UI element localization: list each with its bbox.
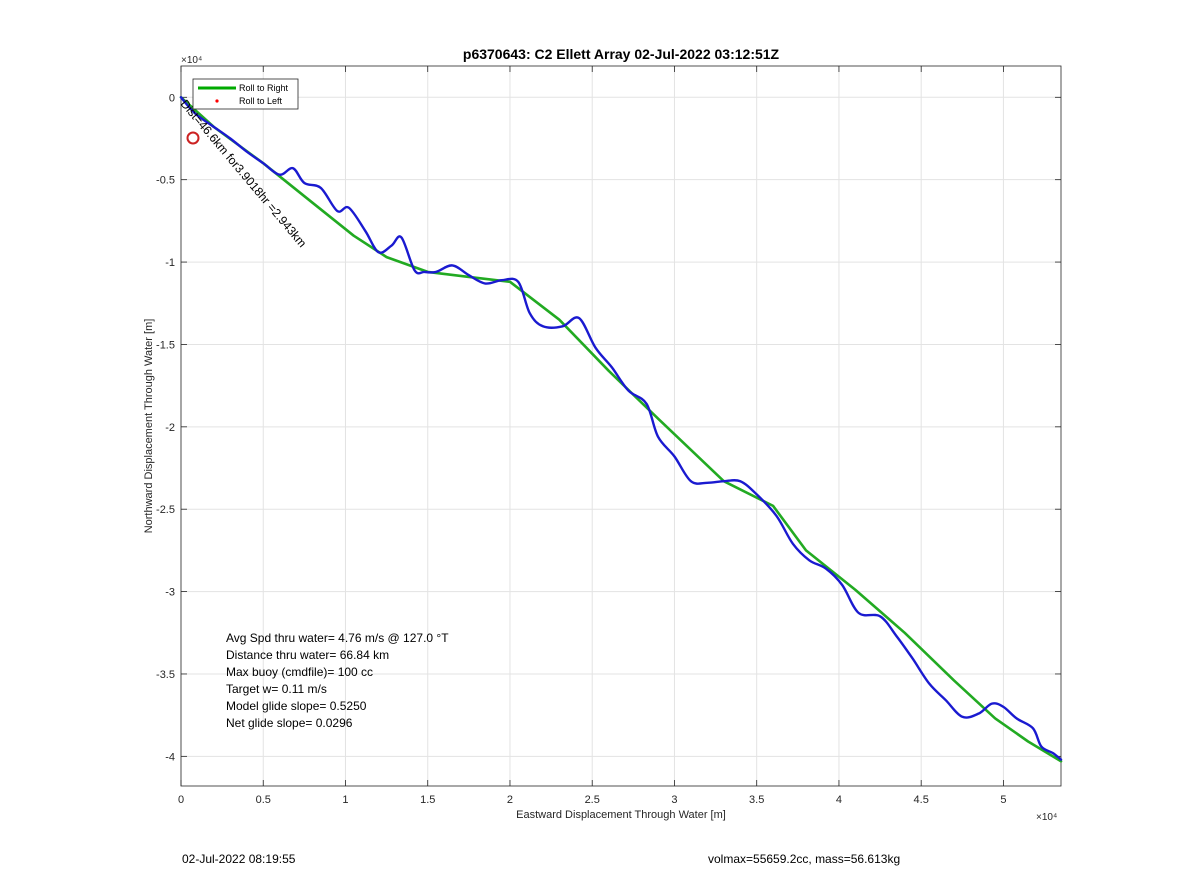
x-axis: 0 0.5 1 1.5 2 2.5 3 3.5 4 4.5 5 — [178, 66, 1006, 806]
plot-area-border — [180, 65, 1062, 787]
x-exponent-label: ×10⁴ — [1036, 812, 1057, 823]
legend-swatch-roll-left — [215, 99, 219, 103]
y-tick-label: -1 — [165, 257, 175, 269]
start-circle — [186, 131, 200, 145]
x-tick-label: 2.5 — [585, 794, 600, 806]
y-exponent-label: ×10⁴ — [181, 55, 202, 66]
chart-title: p6370643: C2 Ellett Array 02-Jul-2022 03… — [463, 46, 780, 62]
x-tick-label: 1 — [342, 794, 348, 806]
start-annotation: Dist=46.6km for3.9018hr =2.943km — [178, 97, 310, 250]
legend-label-roll-right: Roll to Right — [239, 83, 289, 93]
legend-label-roll-left: Roll to Left — [239, 96, 283, 106]
x-tick-label: 4.5 — [914, 794, 929, 806]
y-tick-label: -3 — [165, 587, 175, 599]
y-tick-label: 0 — [169, 92, 175, 104]
grid-lines — [180, 66, 1061, 786]
x-tick-label: 3 — [671, 794, 677, 806]
legend: Roll to Right Roll to Left — [192, 78, 299, 110]
x-tick-label: 0 — [178, 794, 184, 806]
stat-model-glide: Model glide slope= 0.5250 — [226, 699, 367, 713]
y-tick-label: -0.5 — [156, 175, 175, 187]
x-axis-label: Eastward Displacement Through Water [m] — [516, 809, 726, 821]
stat-avg-speed: Avg Spd thru water= 4.76 m/s @ 127.0 °T — [226, 631, 449, 645]
series-layer — [179, 96, 1063, 763]
stat-distance: Distance thru water= 66.84 km — [226, 648, 389, 662]
y-tick-label: -2.5 — [156, 504, 175, 516]
footer-timestamp: 02-Jul-2022 08:19:55 — [182, 852, 296, 866]
y-tick-label: -3.5 — [156, 669, 175, 681]
x-tick-label: 2 — [507, 794, 513, 806]
stat-net-glide: Net glide slope= 0.0296 — [226, 716, 353, 730]
x-tick-label: 1.5 — [420, 794, 435, 806]
x-tick-label: 5 — [1000, 794, 1006, 806]
stat-max-buoy: Max buoy (cmdfile)= 100 cc — [226, 665, 373, 679]
stat-target-w: Target w= 0.11 m/s — [226, 682, 327, 696]
stats-box: Avg Spd thru water= 4.76 m/s @ 127.0 °T … — [226, 631, 449, 730]
series-line-track — [179, 96, 1063, 761]
y-tick-label: -2 — [165, 422, 175, 434]
y-axis-label: Northward Displacement Through Water [m] — [143, 319, 155, 534]
y-tick-label: -1.5 — [156, 339, 175, 351]
x-tick-label: 3.5 — [749, 794, 764, 806]
legend-box — [192, 78, 299, 110]
x-tick-label: 0.5 — [256, 794, 271, 806]
y-axis: 0 -0.5 -1 -1.5 -2 -2.5 -3 -3.5 -4 — [156, 92, 1061, 763]
footer-volmax-mass: volmax=55659.2cc, mass=56.613kg — [708, 852, 901, 866]
series-line-roll-to-right — [179, 96, 1063, 763]
x-tick-label: 4 — [836, 794, 842, 806]
y-tick-label: -4 — [165, 751, 175, 763]
start-marker — [186, 131, 200, 145]
